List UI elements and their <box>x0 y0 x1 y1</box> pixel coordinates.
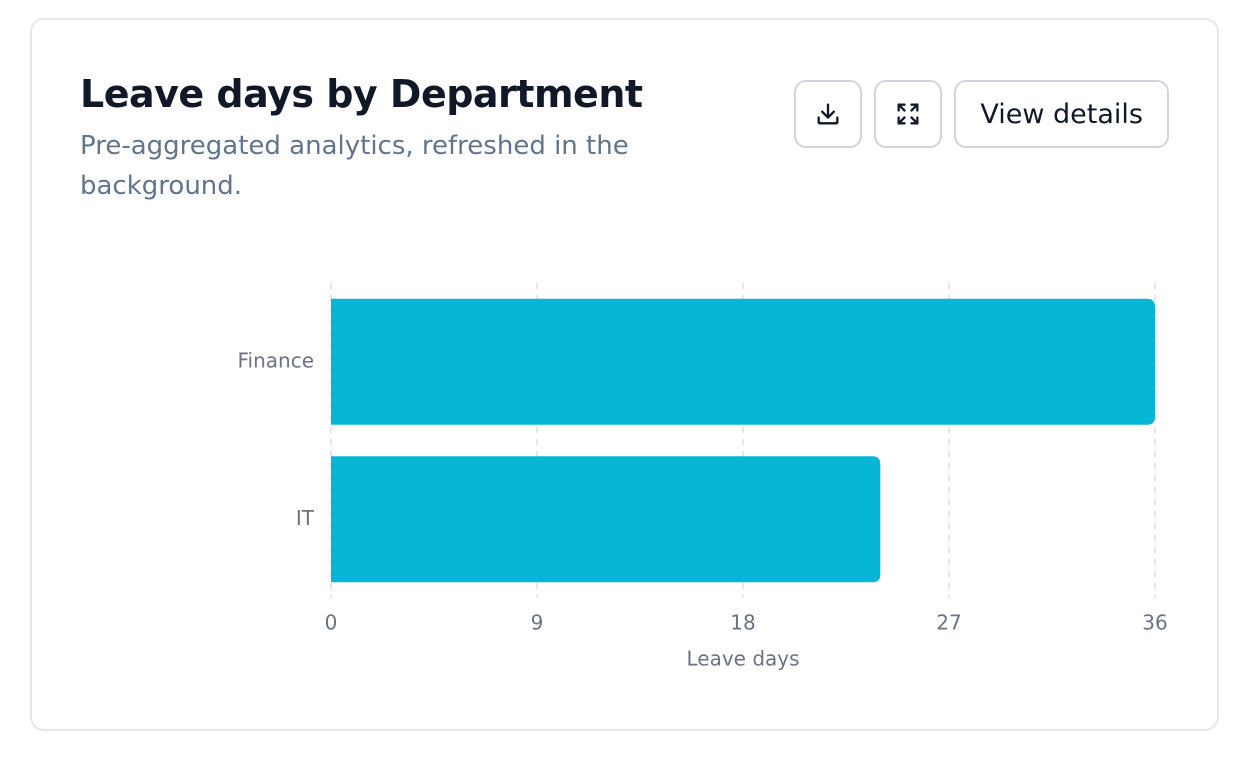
x-axis-title: Leave days <box>686 647 799 671</box>
x-tick-label: 27 <box>936 611 961 635</box>
expand-button[interactable] <box>874 80 943 148</box>
y-tick-label: Finance <box>237 348 314 372</box>
x-tick-label: 0 <box>325 611 338 635</box>
x-tick-label: 36 <box>1142 611 1167 635</box>
x-tick-label: 18 <box>730 611 755 635</box>
bar-finance <box>331 298 1155 425</box>
bar-it <box>331 456 881 583</box>
y-tick-label: IT <box>296 506 315 530</box>
card-subtitle: Pre-aggregated analytics, refreshed in t… <box>80 131 629 201</box>
card-actions: View details <box>794 80 1169 148</box>
view-details-button[interactable]: View details <box>954 80 1169 148</box>
download-button[interactable] <box>794 80 863 148</box>
x-tick-label: 9 <box>531 611 544 635</box>
expand-icon <box>894 100 922 128</box>
card-title: Leave days by Department <box>80 72 643 116</box>
download-icon <box>814 100 842 128</box>
